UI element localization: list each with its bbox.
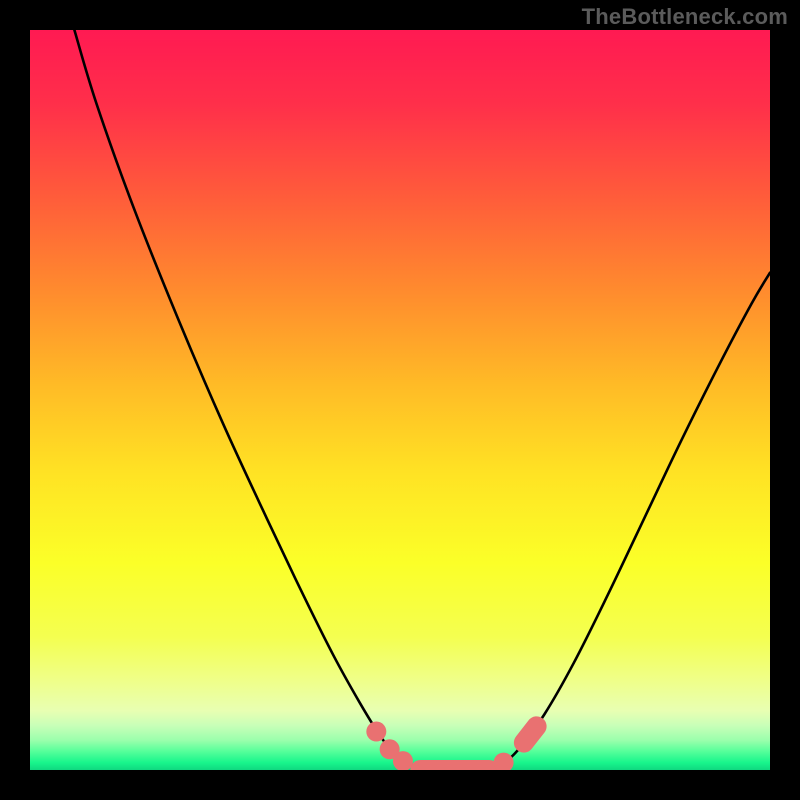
marker-dot bbox=[494, 753, 514, 773]
plot-background bbox=[30, 30, 770, 770]
watermark-text: TheBottleneck.com bbox=[582, 4, 788, 30]
marker-dot bbox=[393, 751, 413, 771]
marker-dot bbox=[366, 722, 386, 742]
bottleneck-chart bbox=[0, 0, 800, 800]
